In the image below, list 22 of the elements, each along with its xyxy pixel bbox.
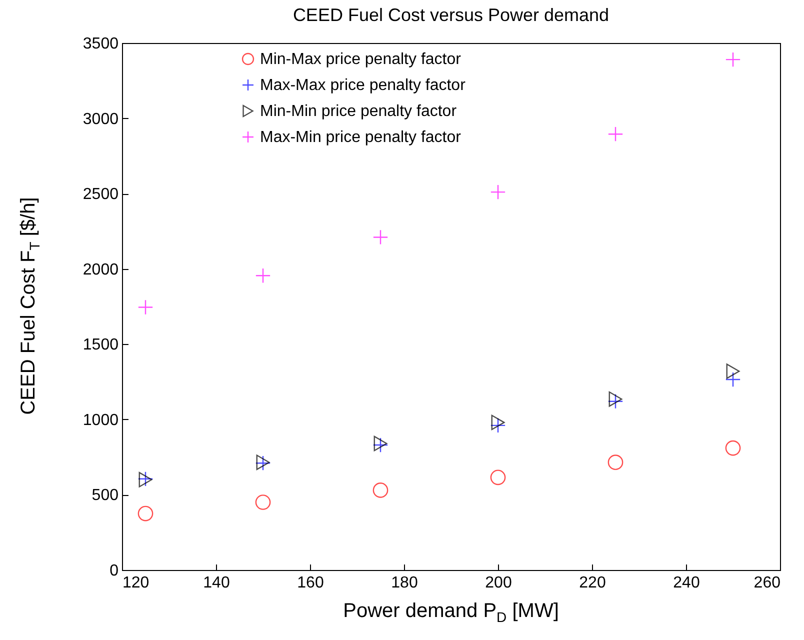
chart-title: CEED Fuel Cost versus Power demand (292, 5, 610, 25)
legend-label: Min-Max price penalty factor (260, 51, 462, 68)
y-tick-label: 1000 (82, 412, 119, 429)
x-tick-label: 240 (673, 574, 700, 592)
x-tick-label: 200 (485, 574, 512, 592)
legend-label: Max-Min price penalty factor (260, 129, 462, 146)
y-tick-label: 2500 (82, 186, 119, 204)
y-tick-label: 500 (92, 487, 119, 504)
y-tick-label: 0 (110, 562, 119, 580)
x-axis-title: Power demand P$_{D}$ [MW] (343, 600, 559, 625)
x-tick-label: 180 (391, 574, 418, 592)
x-tick-label: 120 (122, 574, 150, 592)
x-tick-label: 140 (203, 574, 230, 592)
legend-label: Min-Min price penalty factor (260, 103, 458, 120)
y-tick-label: 3000 (82, 110, 119, 128)
y-tick-label: 3500 (82, 36, 119, 52)
x-tick-label: 220 (579, 574, 606, 592)
legend-label: Max-Max price penalty factor (260, 77, 466, 94)
y-tick-label: 2000 (82, 261, 119, 278)
y-tick-label: 1500 (82, 336, 119, 354)
x-tick-label: 260 (754, 574, 781, 592)
x-tick-label: 160 (297, 574, 324, 592)
